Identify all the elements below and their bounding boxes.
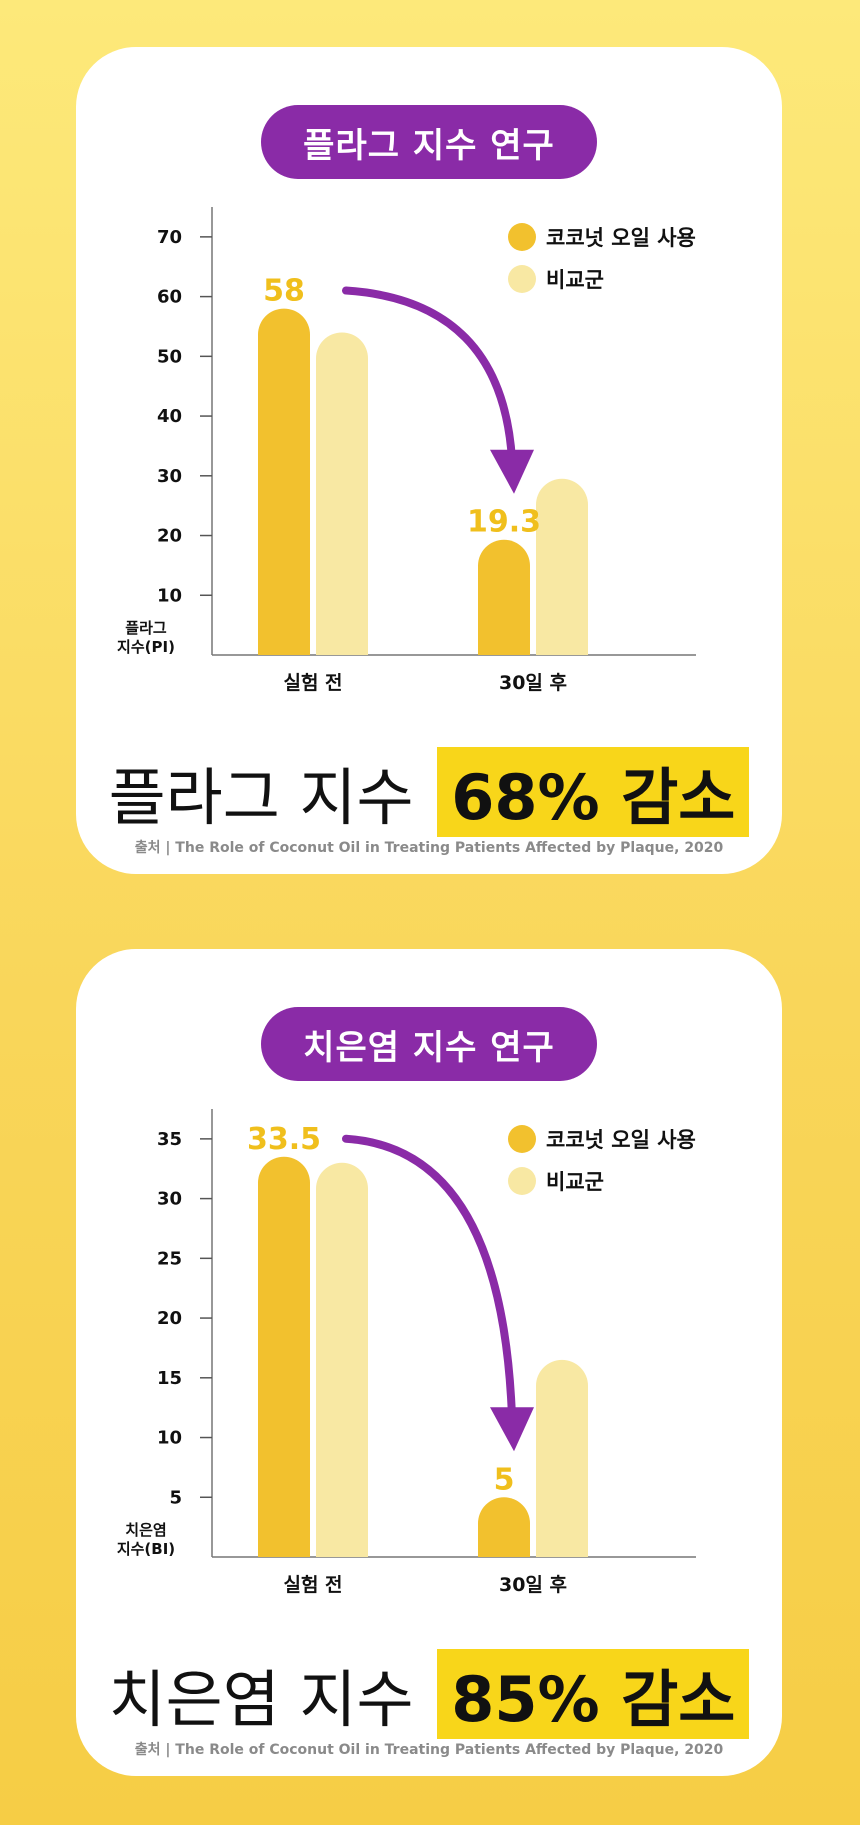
legend-label: 코코넛 오일 사용 xyxy=(546,226,696,250)
legend-swatch xyxy=(508,265,536,293)
bar-value-label: 5 xyxy=(494,1462,515,1497)
gingivitis-study-card: 치은염 지수 연구 5 10 15 20 25 30 35 치은염 지수(BI) 실험 전 30일… xyxy=(76,949,782,1776)
y-tick-label: 35 xyxy=(157,1129,182,1150)
legend-label: 비교군 xyxy=(546,1170,604,1194)
trend-arrow-shaft xyxy=(342,286,516,464)
y-tick-label: 30 xyxy=(157,1189,182,1210)
summary-line: 치은염 지수 85% 감소 xyxy=(76,1649,782,1739)
y-tick-label: 15 xyxy=(157,1368,182,1389)
legend-label: 비교군 xyxy=(546,268,604,292)
plaque-bar-chart: 10 20 30 40 50 60 70 플라그 지수(PI) 실험 전 30일 후 58 19.3 코… xyxy=(117,207,696,694)
chart-title: 치은염 지수 연구 xyxy=(261,1007,597,1081)
source-citation: 출처 | The Role of Coconut Oil in Treating… xyxy=(134,840,724,856)
trend-arrow-head xyxy=(490,449,534,494)
bar-coconut-oil-1 xyxy=(478,1497,530,1557)
y-tick-label: 50 xyxy=(157,346,182,367)
bar-coconut-oil-1 xyxy=(478,539,530,655)
x-category-label: 실험 전 xyxy=(283,1574,342,1596)
y-tick-label: 40 xyxy=(157,406,182,427)
y-axis-label-line2: 지수(PI) xyxy=(117,638,175,656)
x-category-label: 실험 전 xyxy=(283,672,342,694)
summary-highlight: 68% 감소 xyxy=(437,747,750,837)
bar-control-1 xyxy=(536,1359,588,1557)
y-axis-label-line1: 플라그 xyxy=(125,619,167,637)
y-tick-label: 20 xyxy=(157,526,182,547)
legend-swatch xyxy=(508,1125,536,1153)
trend-arrow-shaft xyxy=(342,1134,516,1422)
bar-control-1 xyxy=(536,478,588,655)
y-tick-label: 60 xyxy=(157,287,182,308)
y-tick-label: 70 xyxy=(157,227,182,248)
summary-highlight: 85% 감소 xyxy=(437,1649,750,1739)
legend-label: 코코넛 오일 사용 xyxy=(546,1128,696,1152)
x-category-label: 30일 후 xyxy=(499,1574,567,1596)
y-axis-label-line1: 치은염 xyxy=(125,1521,166,1539)
bar-control-0 xyxy=(316,332,368,655)
y-tick-label: 10 xyxy=(157,585,182,606)
summary-line: 플라그 지수 68% 감소 xyxy=(76,747,782,837)
y-tick-label: 25 xyxy=(157,1248,182,1269)
bar-control-0 xyxy=(316,1162,368,1557)
bar-coconut-oil-0 xyxy=(258,308,310,655)
bar-value-label: 58 xyxy=(263,274,305,309)
bar-coconut-oil-0 xyxy=(258,1156,310,1557)
legend-swatch xyxy=(508,1167,536,1195)
legend-swatch xyxy=(508,223,536,251)
source-citation: 출처 | The Role of Coconut Oil in Treating… xyxy=(134,1742,724,1758)
trend-arrow-head xyxy=(490,1407,534,1452)
summary-text: 플라그 지수 xyxy=(108,761,414,834)
y-tick-label: 30 xyxy=(157,466,182,487)
bar-value-label: 33.5 xyxy=(247,1122,321,1157)
y-axis-label-line2: 지수(BI) xyxy=(117,1540,175,1558)
y-tick-label: 5 xyxy=(169,1487,182,1508)
y-tick-label: 10 xyxy=(157,1428,182,1449)
gingivitis-bar-chart: 5 10 15 20 25 30 35 치은염 지수(BI) 실험 전 30일 후 33.5 5 코코넛… xyxy=(117,1109,696,1596)
plaque-study-card: 플라그 지수 연구 10 20 30 40 50 60 70 플라그 지수(PI) 실험 전 30… xyxy=(76,47,782,874)
y-tick-label: 20 xyxy=(157,1308,182,1329)
x-category-label: 30일 후 xyxy=(499,672,567,694)
bar-value-label: 19.3 xyxy=(467,505,541,540)
chart-title: 플라그 지수 연구 xyxy=(261,105,597,179)
summary-text: 치은염 지수 xyxy=(108,1663,414,1736)
